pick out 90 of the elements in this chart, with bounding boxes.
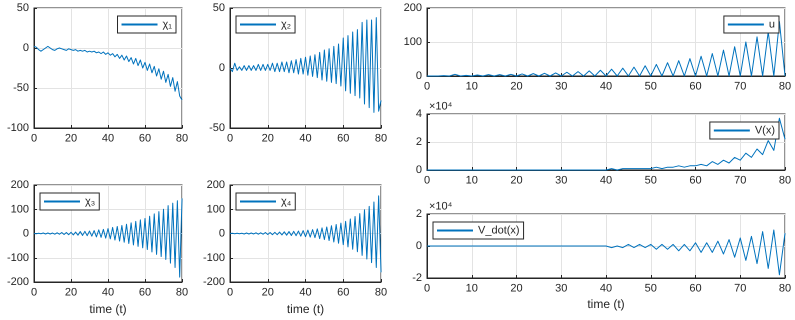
legend-label: V(x) bbox=[754, 124, 776, 136]
line-series bbox=[426, 118, 786, 170]
x-tick-label: 80 bbox=[778, 282, 792, 294]
x-tick-label: 20 bbox=[510, 80, 523, 92]
y-tick-label: -100 bbox=[6, 252, 29, 264]
legend-label: u bbox=[768, 18, 776, 30]
x-tick-label: 0 bbox=[424, 174, 430, 186]
x-tick-label: 10 bbox=[466, 174, 478, 186]
x-tick-label: 60 bbox=[138, 286, 152, 298]
x-tick-label: 20 bbox=[64, 132, 78, 144]
x-axis-title: time (t) bbox=[89, 302, 127, 316]
y-tick-label: 0 bbox=[218, 228, 226, 240]
y-tick-label: -50 bbox=[209, 122, 225, 134]
x-tick-label: 80 bbox=[176, 286, 188, 298]
x-tick-label: 80 bbox=[374, 286, 388, 298]
y-tick-label: -100 bbox=[202, 252, 226, 264]
x-tick-label: 60 bbox=[689, 282, 702, 294]
x-tick-label: 40 bbox=[600, 174, 612, 186]
y-tick-label: 50 bbox=[212, 2, 225, 14]
x-tick-label: 10 bbox=[466, 80, 478, 92]
y-tick-label: 50 bbox=[16, 2, 29, 14]
y-tick-label: 100 bbox=[10, 203, 29, 216]
y-tick-label: 200 bbox=[206, 179, 226, 191]
text: ×10⁴ bbox=[429, 100, 453, 112]
x-tick-label: 0 bbox=[424, 80, 430, 92]
y-tick-label: 100 bbox=[404, 36, 422, 48]
x-tick-label: 0 bbox=[30, 132, 38, 144]
x-tick-label: 70 bbox=[734, 80, 746, 92]
x-tick-label: 60 bbox=[337, 286, 350, 298]
x-tick-label: 50 bbox=[644, 174, 657, 186]
legend-label: χ₃ bbox=[85, 196, 96, 208]
x-axis-title: time (t) bbox=[286, 302, 324, 316]
x-tick-label: 20 bbox=[262, 286, 274, 298]
x-tick-label: 20 bbox=[262, 132, 274, 144]
x-tick-label: 40 bbox=[299, 286, 312, 298]
x-tick-label: 20 bbox=[64, 286, 78, 298]
y-tick-label: 100 bbox=[206, 203, 226, 216]
x-tick-label: 80 bbox=[778, 174, 792, 186]
x-tick-label: 40 bbox=[102, 286, 114, 298]
x-tick-label: 50 bbox=[644, 282, 657, 294]
line-series bbox=[230, 195, 382, 273]
x-tick-label: 60 bbox=[689, 80, 702, 92]
x-tick-label: 0 bbox=[30, 286, 38, 298]
legend-label: χ₂ bbox=[281, 18, 292, 30]
x-tick-label: 80 bbox=[778, 80, 792, 92]
y-tick-label: 2 bbox=[416, 136, 422, 148]
x-tick-label: 20 bbox=[510, 282, 523, 294]
y-tick-label: -2 bbox=[412, 272, 422, 284]
y-tick-label: 0 bbox=[22, 228, 29, 240]
y-tick-label: 4 bbox=[416, 108, 422, 120]
x-tick-label: 20 bbox=[510, 174, 523, 186]
x-tick-label: 30 bbox=[555, 282, 568, 294]
x-tick-label: 30 bbox=[555, 174, 568, 186]
x-tick-label: 40 bbox=[299, 132, 312, 144]
y-tick-label: 0 bbox=[22, 42, 29, 54]
x-tick-label: 10 bbox=[466, 282, 478, 294]
x-tick-label: 40 bbox=[600, 282, 612, 294]
line-series bbox=[34, 198, 182, 278]
y-tick-label: -50 bbox=[13, 82, 29, 94]
x-tick-label: 0 bbox=[226, 286, 234, 298]
x-tick-label: 40 bbox=[600, 80, 612, 92]
x-tick-label: 70 bbox=[734, 282, 746, 294]
x-tick-label: 0 bbox=[226, 132, 234, 144]
y-tick-label: -100 bbox=[6, 122, 29, 134]
line-series bbox=[34, 46, 182, 100]
x-tick-label: 30 bbox=[555, 80, 568, 92]
legend-label: χ₁ bbox=[162, 18, 172, 30]
x-tick-label: 0 bbox=[424, 282, 430, 294]
x-tick-label: 70 bbox=[734, 174, 746, 186]
x-tick-label: 50 bbox=[644, 80, 657, 92]
y-tick-label: 0 bbox=[416, 164, 422, 176]
legend-label: V_dot(x) bbox=[478, 224, 520, 236]
y-tick-label: 2 bbox=[416, 208, 422, 220]
x-tick-label: 60 bbox=[138, 132, 152, 144]
y-tick-label: 0 bbox=[416, 70, 422, 82]
y-tick-label: 200 bbox=[10, 179, 29, 191]
y-tick-label: -200 bbox=[202, 276, 226, 288]
x-tick-label: 60 bbox=[337, 132, 350, 144]
line-series bbox=[230, 17, 382, 113]
text: ×10⁴ bbox=[429, 200, 453, 212]
y-tick-label: 200 bbox=[404, 2, 422, 14]
y-tick-label: 0 bbox=[218, 62, 225, 74]
x-tick-label: 40 bbox=[102, 132, 114, 144]
x-axis-title: time (t) bbox=[587, 297, 625, 311]
legend-label: χ₄ bbox=[281, 196, 292, 208]
y-tick-label: -200 bbox=[6, 276, 29, 288]
x-tick-label: 80 bbox=[176, 132, 188, 144]
y-tick-label: 0 bbox=[416, 240, 422, 252]
x-tick-label: 60 bbox=[689, 174, 702, 186]
x-tick-label: 80 bbox=[374, 132, 388, 144]
